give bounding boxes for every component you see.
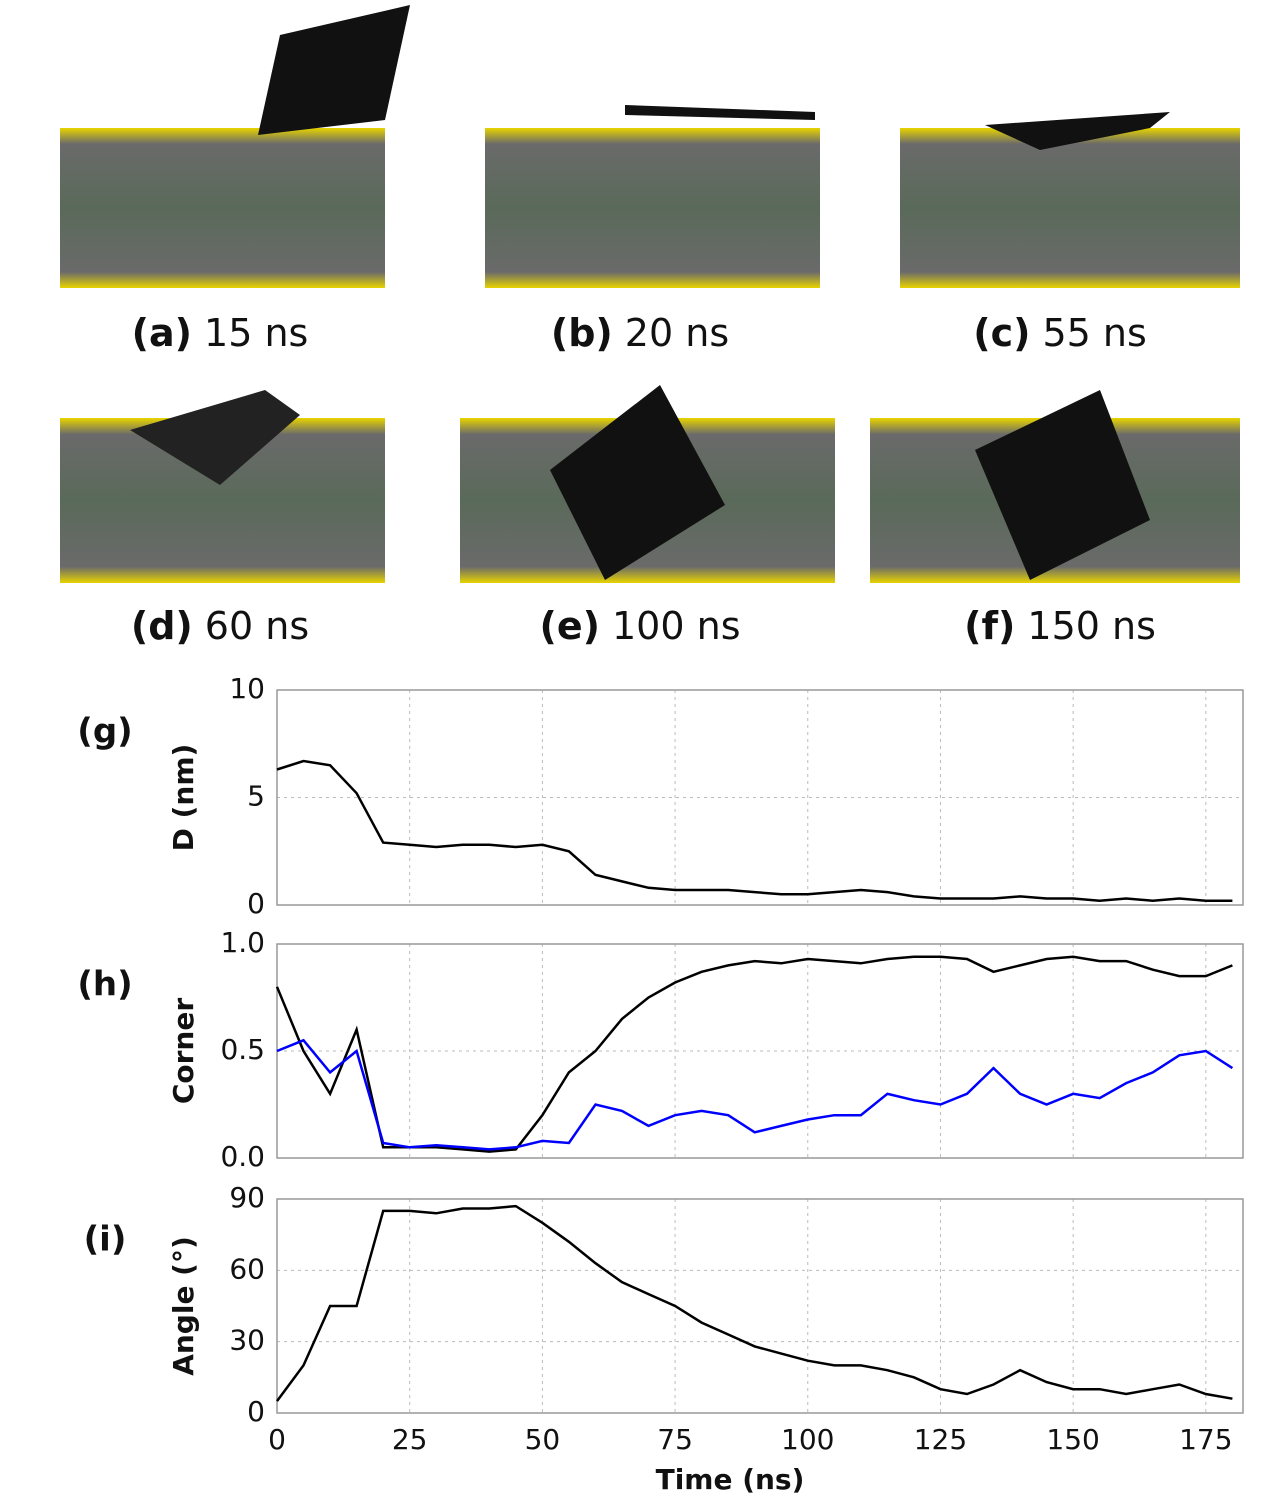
y-tick-label: 60 [229, 1252, 265, 1285]
y-tick-label: 0 [247, 1395, 265, 1428]
caption-label: (a) [132, 311, 192, 355]
caption-time: 100 ns [612, 604, 741, 648]
x-tick-label: 125 [914, 1423, 967, 1456]
x-tick-label: 150 [1046, 1423, 1099, 1456]
y-tick-label: 0.5 [220, 1033, 265, 1066]
y-tick-label: 10 [229, 672, 265, 705]
y-tick-label: 90 [229, 1181, 265, 1214]
panel-label: (h) [77, 965, 132, 1005]
x-tick-label: 0 [268, 1423, 286, 1456]
caption-time: 150 ns [1027, 604, 1156, 648]
x-tick-label: 100 [781, 1423, 834, 1456]
caption-label: (b) [551, 311, 613, 355]
graphene-sheet [130, 390, 300, 485]
membrane [900, 128, 1240, 288]
caption-label: (e) [539, 604, 600, 648]
caption: (c) 55 ns [973, 311, 1147, 355]
caption: (b) 20 ns [551, 311, 729, 355]
caption-time: 60 ns [205, 604, 309, 648]
graphene-sheet [550, 385, 725, 580]
y-axis-label: D (nm) [167, 744, 200, 852]
caption-label: (c) [973, 311, 1030, 355]
x-axis-label: Time (ns) [656, 1463, 805, 1496]
caption-label: (f) [964, 604, 1015, 648]
graphene-sheet [258, 5, 410, 135]
graphene-sheet [975, 390, 1150, 580]
caption: (f) 150 ns [964, 604, 1156, 648]
y-tick-label: 0 [247, 887, 265, 920]
panel-label: (g) [77, 712, 132, 752]
membrane [485, 128, 820, 288]
x-tick-label: 50 [525, 1423, 561, 1456]
data-line [275, 1204, 1233, 1402]
plot-frame [276, 689, 1244, 906]
caption-label: (d) [131, 604, 193, 648]
y-axis-label: Corner [167, 998, 200, 1105]
plot-frame [276, 1198, 1244, 1414]
y-axis-label: Angle (°) [167, 1236, 200, 1376]
y-tick-label: 1.0 [220, 926, 265, 959]
data-line [276, 1038, 1234, 1151]
caption-time: 55 ns [1042, 311, 1146, 355]
data-line [276, 759, 1233, 902]
caption: (a) 15 ns [132, 311, 309, 355]
membrane [60, 128, 385, 288]
caption-time: 20 ns [625, 311, 729, 355]
caption-time: 15 ns [204, 311, 308, 355]
y-tick-label: 0.0 [220, 1140, 265, 1173]
x-tick-label: 175 [1179, 1423, 1232, 1456]
x-tick-label: 75 [657, 1423, 693, 1456]
panel-label: (i) [84, 1220, 127, 1260]
caption: (d) 60 ns [131, 604, 309, 648]
graphene-sheet [985, 112, 1170, 150]
caption: (e) 100 ns [539, 604, 740, 648]
x-tick-label: 25 [392, 1423, 428, 1456]
snapshots [60, 5, 1240, 583]
data-line [275, 955, 1233, 1153]
y-tick-label: 5 [247, 780, 265, 813]
y-tick-label: 30 [229, 1324, 265, 1357]
graphene-sheet [625, 105, 815, 120]
